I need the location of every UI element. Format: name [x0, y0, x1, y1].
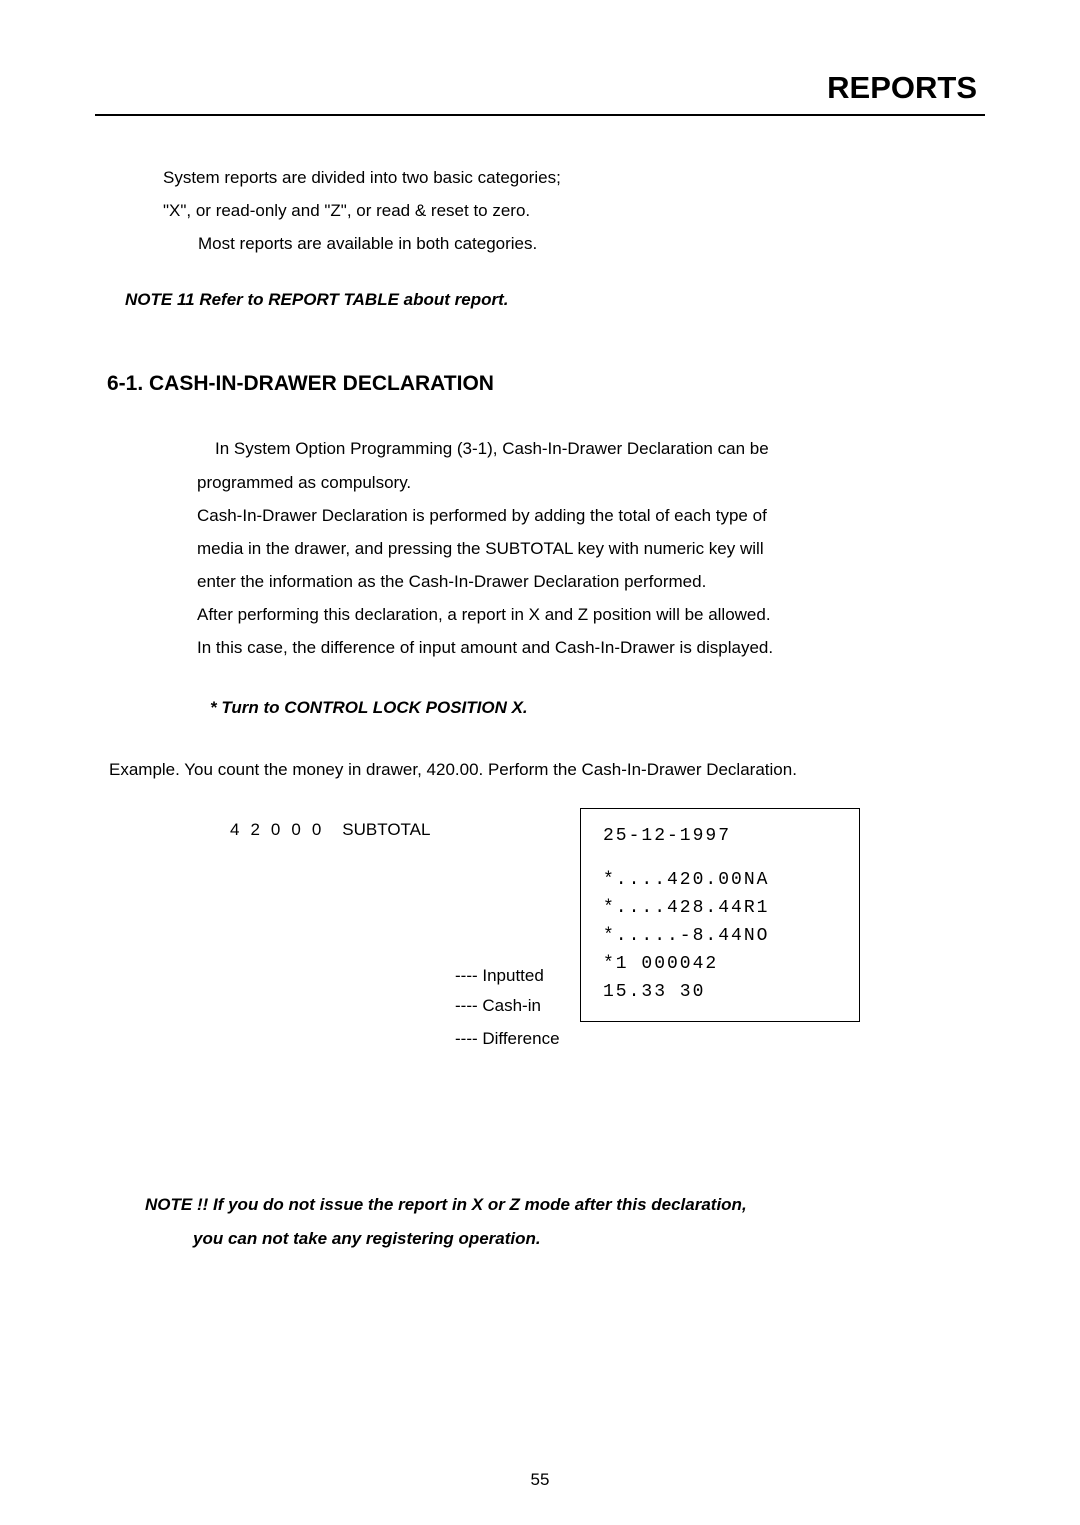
key-digits: 42000: [230, 820, 332, 839]
turn-note: * Turn to CONTROL LOCK POSITION X.: [210, 698, 985, 718]
receipt-gap: [603, 851, 841, 867]
body-line-7: In this case, the difference of input am…: [197, 631, 985, 664]
body-line-2: programmed as compulsory.: [197, 466, 985, 499]
intro-line-1: System reports are divided into two basi…: [163, 161, 985, 194]
key-sequence: 42000 SUBTOTAL: [230, 820, 430, 840]
page-header-title: REPORTS: [95, 70, 985, 114]
body-line-3: Cash-In-Drawer Declaration is performed …: [197, 499, 985, 532]
section-heading: 6-1. CASH-IN-DRAWER DECLARATION: [107, 372, 985, 396]
note-bottom: NOTE !! If you do not issue the report i…: [145, 1188, 985, 1256]
annotation-inputted: ---- Inputted: [455, 966, 544, 986]
body-line-1: In System Option Programming (3-1), Cash…: [215, 432, 985, 465]
body-line-6: After performing this declaration, a rep…: [197, 598, 985, 631]
receipt-line-3: *....428.44R1: [603, 895, 841, 923]
body-line-5: enter the information as the Cash-In-Dra…: [197, 565, 985, 598]
intro-block: System reports are divided into two basi…: [163, 161, 985, 260]
receipt-line-1: 25-12-1997: [603, 823, 841, 851]
note-11: NOTE 11 Refer to REPORT TABLE about repo…: [125, 290, 985, 310]
header-rule: [95, 114, 985, 116]
diagram-area: 42000 SUBTOTAL 25-12-1997 *....420.00NA *…: [95, 808, 985, 1068]
note-bottom-line-2: you can not take any registering operati…: [193, 1222, 985, 1256]
page-number: 55: [0, 1470, 1080, 1490]
note-bottom-line-1: NOTE !! If you do not issue the report i…: [145, 1188, 985, 1222]
receipt-box: 25-12-1997 *....420.00NA *....428.44R1 *…: [580, 808, 860, 1021]
body-block: In System Option Programming (3-1), Cash…: [197, 432, 985, 664]
annotation-difference: ---- Difference: [455, 1029, 560, 1049]
intro-line-2: "X", or read-only and "Z", or read & res…: [163, 194, 985, 227]
receipt-line-5: *1 000042: [603, 951, 841, 979]
intro-line-3: Most reports are available in both categ…: [198, 227, 985, 260]
example-line: Example. You count the money in drawer, …: [109, 760, 985, 780]
body-line-4: media in the drawer, and pressing the SU…: [197, 532, 985, 565]
key-subtotal: SUBTOTAL: [342, 820, 430, 839]
receipt-line-2: *....420.00NA: [603, 867, 841, 895]
receipt-line-4: *.....-8.44NO: [603, 923, 841, 951]
receipt-line-6: 15.33 30: [603, 979, 841, 1007]
annotation-cash-in: ---- Cash-in: [455, 996, 541, 1016]
